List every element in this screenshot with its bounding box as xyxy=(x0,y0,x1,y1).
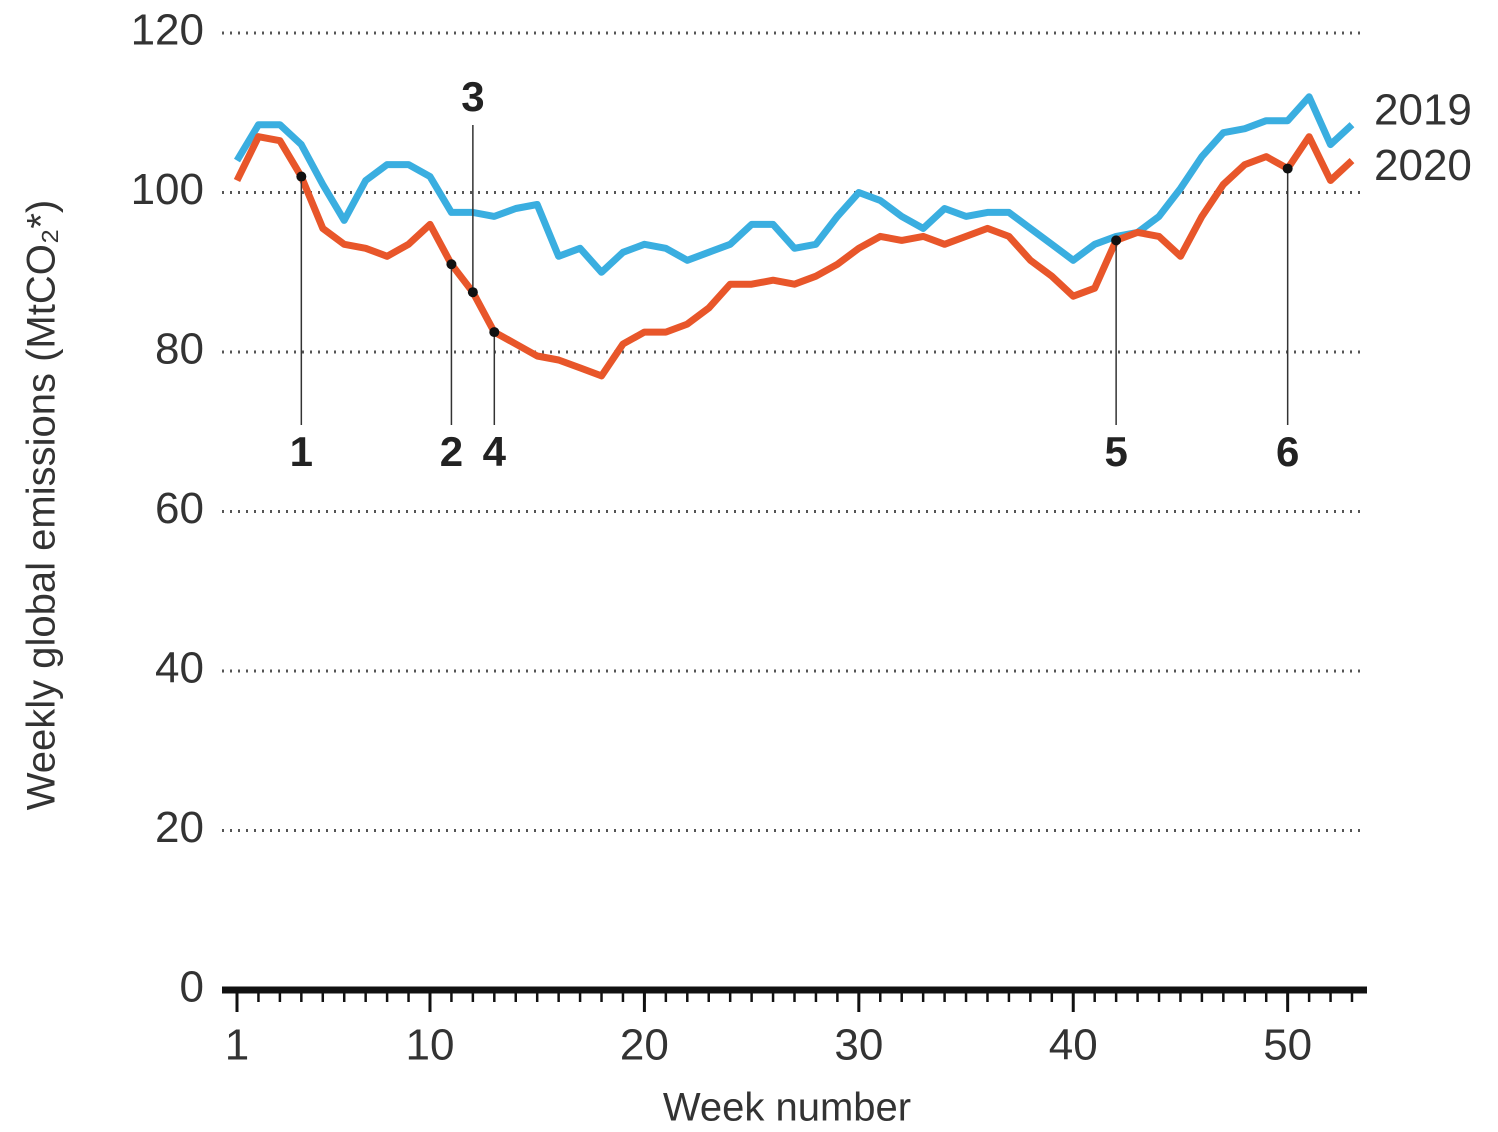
legend-label: 2019 xyxy=(1374,85,1472,134)
annotation-dot xyxy=(489,327,500,338)
y-tick-label: 0 xyxy=(180,963,204,1012)
x-tick-label: 10 xyxy=(406,1021,455,1070)
annotation-label: 1 xyxy=(290,428,313,475)
annotation-label: 4 xyxy=(483,428,507,475)
y-tick-label: 40 xyxy=(155,644,204,693)
annotation-label: 3 xyxy=(461,73,484,120)
series-line xyxy=(233,93,1355,276)
annotation-label: 6 xyxy=(1276,428,1299,475)
y-tick-label: 60 xyxy=(155,484,204,533)
x-tick-label: 20 xyxy=(620,1021,669,1070)
x-tick-label: 40 xyxy=(1049,1021,1098,1070)
x-tick-label: 30 xyxy=(834,1021,883,1070)
annotation-dot xyxy=(1282,163,1293,174)
annotation-dot xyxy=(296,171,307,182)
series-line xyxy=(233,133,1355,380)
annotation-dot xyxy=(467,287,478,298)
y-axis-title: Weekly global emissions (MtCO₂*) xyxy=(20,200,64,811)
annotation-label: 2 xyxy=(440,428,463,475)
y-tick-label: 120 xyxy=(131,6,204,55)
y-tick-label: 100 xyxy=(131,165,204,214)
annotation-label: 5 xyxy=(1104,428,1127,475)
annotation-dot xyxy=(1111,235,1122,246)
legend-label: 2020 xyxy=(1374,141,1472,190)
x-axis-title: Week number xyxy=(663,1086,911,1130)
x-tick-label: 1 xyxy=(225,1021,249,1070)
annotation-dot xyxy=(446,259,457,270)
x-tick-label: 50 xyxy=(1263,1021,1312,1070)
y-tick-label: 20 xyxy=(155,803,204,852)
y-tick-label: 80 xyxy=(155,325,204,374)
